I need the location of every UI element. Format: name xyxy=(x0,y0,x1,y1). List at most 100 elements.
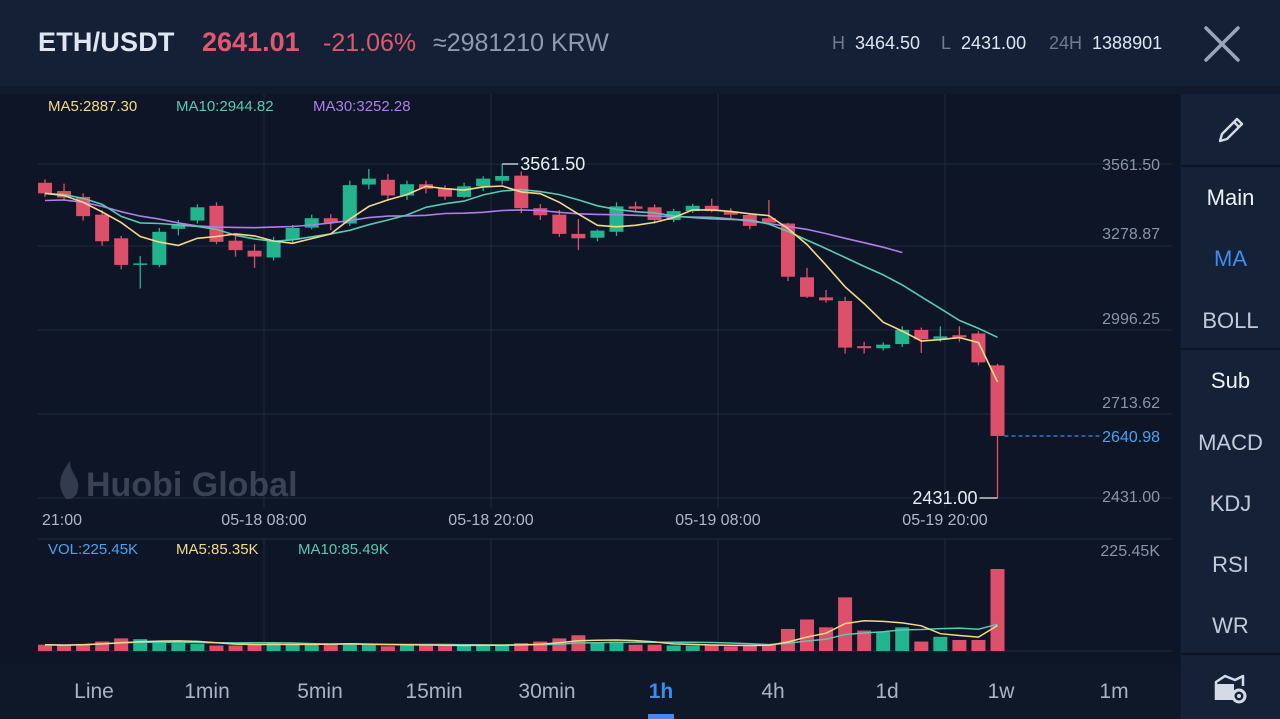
tab-1min[interactable]: 1min xyxy=(184,680,230,703)
price-axis-tick: 2996.25 xyxy=(1102,311,1160,328)
candle-body xyxy=(761,218,776,223)
candle xyxy=(152,227,167,268)
watermark-text: Huobi Global xyxy=(86,466,298,504)
candle-body xyxy=(723,211,738,215)
volume-bar xyxy=(857,630,872,651)
candle xyxy=(399,180,414,200)
ma10-line xyxy=(44,188,998,339)
ma5-legend: MA5:2887.30 xyxy=(48,98,137,115)
volume-bar xyxy=(419,645,433,651)
volume-bar xyxy=(342,643,357,651)
last-price-marker: 2640.98 xyxy=(1004,429,1160,446)
candle xyxy=(495,164,510,185)
tab-1m[interactable]: 1m xyxy=(1099,680,1129,703)
candle xyxy=(361,168,376,190)
volume-bar xyxy=(685,645,700,651)
indicator-boll[interactable]: BOLL xyxy=(1202,308,1259,333)
volume-ma10-legend: MA10:85.49K xyxy=(298,541,389,558)
candle-body xyxy=(838,300,853,348)
volume-bar xyxy=(57,645,72,651)
main-section-label: Main xyxy=(1206,185,1255,210)
close-icon[interactable] xyxy=(1200,22,1244,66)
candle xyxy=(304,214,319,230)
candle xyxy=(723,208,738,219)
candle-body xyxy=(971,333,986,363)
tab-line[interactable]: Line xyxy=(74,680,114,703)
candle xyxy=(628,201,643,213)
volume-24h-stat: 24H 1388901 xyxy=(1049,33,1162,54)
candle-body xyxy=(990,365,1005,436)
indicator-macd[interactable]: MACD xyxy=(1198,430,1263,455)
high-marker: 3561.50 xyxy=(502,154,585,174)
candle-body xyxy=(457,186,472,197)
tab-1d[interactable]: 1d xyxy=(875,680,899,703)
candle-body xyxy=(571,233,586,239)
volume-bar xyxy=(95,641,110,651)
indicator-kdj[interactable]: KDJ xyxy=(1209,491,1252,516)
tab-30min[interactable]: 30min xyxy=(518,680,576,703)
indicator-ma[interactable]: MA xyxy=(1214,246,1247,271)
volume-bar xyxy=(266,643,281,651)
volume-bar xyxy=(361,644,376,651)
high-marker-label: 3561.50 xyxy=(520,154,585,174)
volume-bar xyxy=(742,645,757,651)
candle xyxy=(190,204,205,224)
candle-body xyxy=(209,205,224,242)
volume-bar xyxy=(285,643,300,651)
candle-body xyxy=(609,206,624,232)
active-tab-indicator xyxy=(648,714,674,719)
tab-1w[interactable]: 1w xyxy=(987,680,1015,703)
volume-ma10-line xyxy=(44,623,998,646)
candle xyxy=(380,173,395,202)
candle xyxy=(685,203,700,213)
volume-bar xyxy=(933,636,948,651)
volume-bar xyxy=(171,643,186,651)
candle xyxy=(857,341,872,354)
volume-bar xyxy=(609,641,624,651)
kline-chart-area[interactable]: Huobi Global MA5:2887.30 MA10:2944.82 MA… xyxy=(0,94,1180,714)
candle-body xyxy=(190,207,205,221)
volume-bar xyxy=(876,632,891,651)
candle-body xyxy=(704,205,719,212)
indicator-rsi[interactable]: RSI xyxy=(1212,552,1249,577)
volume-bar xyxy=(761,644,776,651)
indicator-wr[interactable]: WR xyxy=(1212,613,1249,638)
divider xyxy=(1181,165,1280,167)
candle-body xyxy=(171,224,186,229)
candle-body xyxy=(819,297,834,301)
price-axis-tick: 2431.00 xyxy=(1102,489,1160,506)
candle-body xyxy=(552,214,567,234)
candle-body xyxy=(399,184,414,196)
volume-bar xyxy=(628,644,643,651)
candle xyxy=(971,331,986,366)
divider xyxy=(1181,653,1280,655)
volume-bar xyxy=(380,646,395,651)
chart-settings-icon[interactable] xyxy=(1181,666,1280,710)
candle xyxy=(990,363,1005,498)
low-marker: 2431.00 xyxy=(912,488,998,508)
candle-body xyxy=(476,178,491,187)
candle xyxy=(571,219,586,251)
time-axis-tick: 21:00 xyxy=(42,512,82,529)
volume-bar xyxy=(800,619,814,651)
low-stat: L 2431.00 xyxy=(941,33,1026,54)
tab-1h[interactable]: 1h xyxy=(648,680,674,703)
volume-bar xyxy=(590,643,605,651)
volume-bar xyxy=(228,645,243,651)
candle xyxy=(609,202,624,236)
kline-chart-svg[interactable]: Huobi Global MA5:2887.30 MA10:2944.82 MA… xyxy=(0,94,1180,714)
volume-bar xyxy=(780,628,795,651)
volume-bar xyxy=(533,641,548,651)
tab-4h[interactable]: 4h xyxy=(761,680,785,703)
tab-15min[interactable]: 15min xyxy=(405,680,463,703)
volume-bar xyxy=(38,644,52,651)
volume-24h-label: 24H xyxy=(1049,33,1083,53)
volume-bar xyxy=(190,643,205,651)
pencil-icon[interactable] xyxy=(1181,108,1280,152)
candle xyxy=(780,222,795,282)
price-change-percent: -21.06% xyxy=(323,29,417,57)
tab-5min[interactable]: 5min xyxy=(297,680,343,703)
volume-24h-value: 1388901 xyxy=(1092,33,1163,53)
candle-body xyxy=(304,218,319,228)
